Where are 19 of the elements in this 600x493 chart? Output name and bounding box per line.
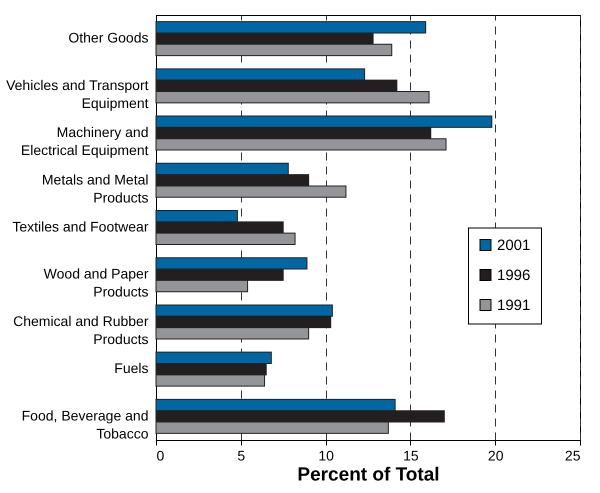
x-tick-label: 0: [156, 448, 164, 464]
y-tick-label: Fuels: [114, 360, 148, 376]
legend-label: 1991: [497, 297, 530, 314]
x-tick-label: 10: [318, 448, 334, 464]
y-tick-label: Chemical and Rubber Products: [13, 312, 149, 347]
x-tick-label: 5: [237, 448, 246, 464]
y-tick-label: Food, Beverage and Tobacco: [22, 407, 149, 442]
y-tick-label: Textiles and Footwear: [12, 218, 149, 234]
legend-label: 1996: [497, 267, 530, 284]
legend-label: 2001: [497, 237, 530, 254]
x-tick-label: 15: [403, 448, 419, 464]
y-tick-label: Other Goods: [68, 30, 148, 46]
x-axis-title: Percent of Total: [297, 464, 440, 486]
y-tick-label: Wood and Paper Products: [44, 266, 149, 300]
y-tick-label: Metals and Metal Products: [42, 171, 148, 206]
y-tick-label: Vehicles and Transport Equipment: [6, 76, 149, 111]
x-tick-label: 20: [488, 448, 504, 464]
y-tick-label: Machinery and Electrical Equipment: [20, 124, 149, 158]
x-tick-label: 25: [564, 448, 581, 464]
